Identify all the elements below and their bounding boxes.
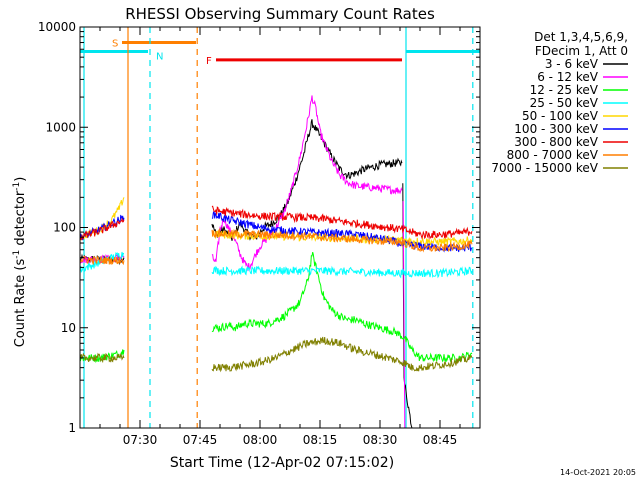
legend: Det 1,3,4,5,6,9, FDecim 1, Att 0 3 - 6 k… [491,30,628,175]
x-tick-label: 08:15 [303,433,338,447]
x-tick-label: 08:30 [363,433,398,447]
y-axis-label-sup2: -1 [12,182,22,191]
series-line [211,210,473,253]
series-25-50keV [80,251,473,279]
y-tick-label: 100 [53,221,76,235]
x-tick-label: 07:45 [183,433,218,447]
series-line [80,352,125,364]
legend-item-label: 7000 - 15000 keV [491,161,598,175]
flag-labels-layer: S N F [112,39,212,67]
flag-label: F [206,56,212,67]
series-line [211,95,403,272]
x-tick-label: 08:00 [243,433,278,447]
y-axis: 1 10 100 1000 10000 [38,20,480,435]
legend-header-line-1: Det 1,3,4,5,6,9, [534,30,628,44]
series-line [211,251,473,363]
series-800-7000keV [80,227,473,266]
x-tick-label: 08:45 [423,433,458,447]
series-7000-15000keV [80,336,473,373]
chart-title: RHESSI Observing Summary Count Rates [125,5,435,23]
y-axis-label: Count Rate (s-1 detector-1) [12,177,28,348]
legend-item-label: 800 - 7000 keV [507,148,599,162]
x-axis: 07:30 07:45 08:00 08:15 08:30 08:45 [79,27,481,447]
y-tick-label: 1 [68,421,76,435]
y-tick-label: 10000 [38,20,76,34]
series-line [80,217,125,241]
flags-layer [80,41,480,62]
y-axis-label-sup1: -1 [12,250,22,259]
legend-item-label: 12 - 25 keV [530,83,599,97]
legend-item-label: 25 - 50 keV [530,96,599,110]
legend-item-label: 50 - 100 keV [522,109,599,123]
flag-label: S [112,39,118,50]
legend-item-label: 300 - 800 keV [514,135,598,149]
legend-header-line-2: FDecim 1, Att 0 [535,44,628,58]
flag-label: N [156,51,163,62]
series-line [211,265,473,279]
series-line [211,336,473,373]
series-layer [80,95,473,428]
y-tick-label: 1000 [45,120,76,134]
y-axis-label-main: Count Rate (s [13,259,28,348]
x-axis-label: Start Time (12-Apr-02 07:15:02) [170,455,394,471]
series-line [80,349,125,364]
series-line [80,251,125,273]
y-axis-label-end: ) [13,177,28,182]
legend-item-label: 6 - 12 keV [537,70,599,84]
series-line [211,205,473,240]
legend-item-label: 3 - 6 keV [545,57,599,71]
series-300-800keV [80,205,473,241]
series-line [402,201,406,428]
series-line [80,255,125,266]
timestamp: 14-Oct-2021 20:05 [560,468,636,477]
x-tick-label: 07:30 [123,433,158,447]
series-line [211,119,403,241]
y-tick-label: 10 [61,321,76,335]
y-axis-label-mid: detector [13,190,28,250]
series-12-25keV [80,251,473,364]
legend-item-label: 100 - 300 keV [514,122,598,136]
series-line [211,227,473,253]
